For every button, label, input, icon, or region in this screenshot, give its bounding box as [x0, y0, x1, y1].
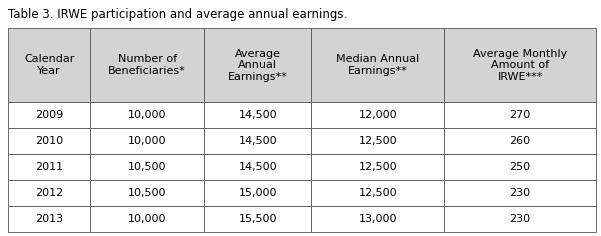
Text: 12,500: 12,500	[359, 136, 397, 146]
Text: 12,000: 12,000	[359, 110, 397, 120]
FancyBboxPatch shape	[8, 154, 90, 180]
Text: 2011: 2011	[35, 162, 63, 172]
FancyBboxPatch shape	[204, 28, 311, 102]
FancyBboxPatch shape	[311, 180, 444, 206]
FancyBboxPatch shape	[90, 154, 204, 180]
FancyBboxPatch shape	[8, 102, 90, 128]
FancyBboxPatch shape	[8, 128, 90, 154]
Text: 250: 250	[510, 162, 531, 172]
FancyBboxPatch shape	[311, 128, 444, 154]
Text: Average Monthly
Amount of
IRWE***: Average Monthly Amount of IRWE***	[473, 49, 567, 82]
Text: 230: 230	[510, 214, 531, 224]
FancyBboxPatch shape	[90, 28, 204, 102]
Text: Average
Annual
Earnings**: Average Annual Earnings**	[228, 49, 288, 82]
Text: Median Annual
Earnings**: Median Annual Earnings**	[336, 55, 419, 76]
Text: 260: 260	[510, 136, 531, 146]
FancyBboxPatch shape	[444, 180, 596, 206]
Text: 2009: 2009	[35, 110, 63, 120]
Text: 12,500: 12,500	[359, 162, 397, 172]
FancyBboxPatch shape	[90, 102, 204, 128]
Text: 15,000: 15,000	[239, 188, 277, 198]
FancyBboxPatch shape	[8, 180, 90, 206]
Text: 2010: 2010	[35, 136, 63, 146]
Text: 10,500: 10,500	[128, 188, 166, 198]
Text: Calendar
Year: Calendar Year	[24, 55, 75, 76]
Text: Number of
Beneficiaries*: Number of Beneficiaries*	[108, 55, 186, 76]
Text: 2012: 2012	[35, 188, 63, 198]
FancyBboxPatch shape	[8, 28, 90, 102]
FancyBboxPatch shape	[444, 154, 596, 180]
FancyBboxPatch shape	[90, 180, 204, 206]
Text: 14,500: 14,500	[239, 162, 277, 172]
Text: Table 3. IRWE participation and average annual earnings.: Table 3. IRWE participation and average …	[8, 8, 347, 21]
FancyBboxPatch shape	[444, 102, 596, 128]
FancyBboxPatch shape	[311, 28, 444, 102]
Text: 10,000: 10,000	[128, 214, 166, 224]
FancyBboxPatch shape	[444, 128, 596, 154]
Text: 14,500: 14,500	[239, 110, 277, 120]
Text: 15,500: 15,500	[239, 214, 277, 224]
FancyBboxPatch shape	[204, 128, 311, 154]
Text: 10,500: 10,500	[128, 162, 166, 172]
Text: 230: 230	[510, 188, 531, 198]
Text: 13,000: 13,000	[359, 214, 397, 224]
FancyBboxPatch shape	[444, 28, 596, 102]
FancyBboxPatch shape	[90, 128, 204, 154]
FancyBboxPatch shape	[204, 180, 311, 206]
FancyBboxPatch shape	[204, 102, 311, 128]
FancyBboxPatch shape	[204, 154, 311, 180]
Text: 10,000: 10,000	[128, 110, 166, 120]
Text: 2013: 2013	[35, 214, 63, 224]
FancyBboxPatch shape	[204, 206, 311, 232]
FancyBboxPatch shape	[444, 206, 596, 232]
FancyBboxPatch shape	[8, 206, 90, 232]
FancyBboxPatch shape	[90, 206, 204, 232]
Text: 14,500: 14,500	[239, 136, 277, 146]
Text: 12,500: 12,500	[359, 188, 397, 198]
Text: 10,000: 10,000	[128, 136, 166, 146]
FancyBboxPatch shape	[311, 206, 444, 232]
FancyBboxPatch shape	[311, 154, 444, 180]
Text: 270: 270	[510, 110, 531, 120]
FancyBboxPatch shape	[311, 102, 444, 128]
